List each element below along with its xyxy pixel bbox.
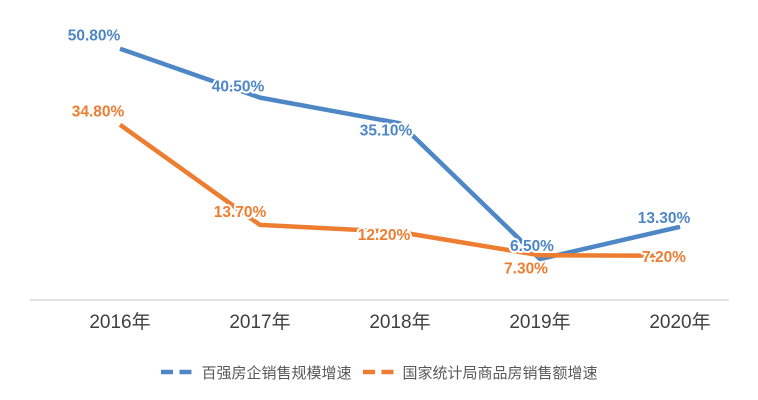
legend-label: 国家统计局商品房销售额增速 [402,364,598,382]
legend-dash-marker [362,369,395,375]
data-point-label: 13.70% [214,204,267,221]
data-point-label: 12.20% [358,227,411,244]
data-point-label: 34.80% [72,104,125,121]
legend-dash-marker [161,369,194,375]
line-plot: 50.80% 40.50% 35.10% 6.50% 13.30% 34.80% 13.70… [30,26,729,333]
data-point-label: 35.10% [360,122,413,139]
data-point-label: 7.20% [642,249,686,266]
data-point-label: 40.50% [212,79,265,96]
x-axis-label: 2017年 [229,311,290,333]
x-axis-label: 2020年 [649,311,710,333]
x-axis-label: 2018年 [369,311,430,333]
series-line-1 [118,122,681,259]
x-axis-labels: 2016年 2017年 2018年 2019年 2020年 [89,311,710,333]
series-group [118,46,681,262]
legend-label: 百强房企销售规模增速 [201,364,352,382]
series-line-0 [119,46,681,262]
x-axis-label: 2019年 [509,311,570,333]
x-axis-label: 2016年 [89,311,150,333]
data-point-label: 50.80% [68,28,121,45]
data-label-group: 50.80% 40.50% 35.10% 6.50% 13.30% 34.80% 13.70… [66,26,693,280]
data-point-label: 6.50% [510,238,554,255]
data-point-label: 13.30% [638,210,691,227]
legend: 百强房企销售规模增速 国家统计局商品房销售额增速 [0,344,758,400]
legend-item-0: 百强房企销售规模增速 [160,362,352,383]
legend-item-1: 国家统计局商品房销售额增速 [362,362,598,383]
data-point-label: 7.30% [504,260,548,277]
